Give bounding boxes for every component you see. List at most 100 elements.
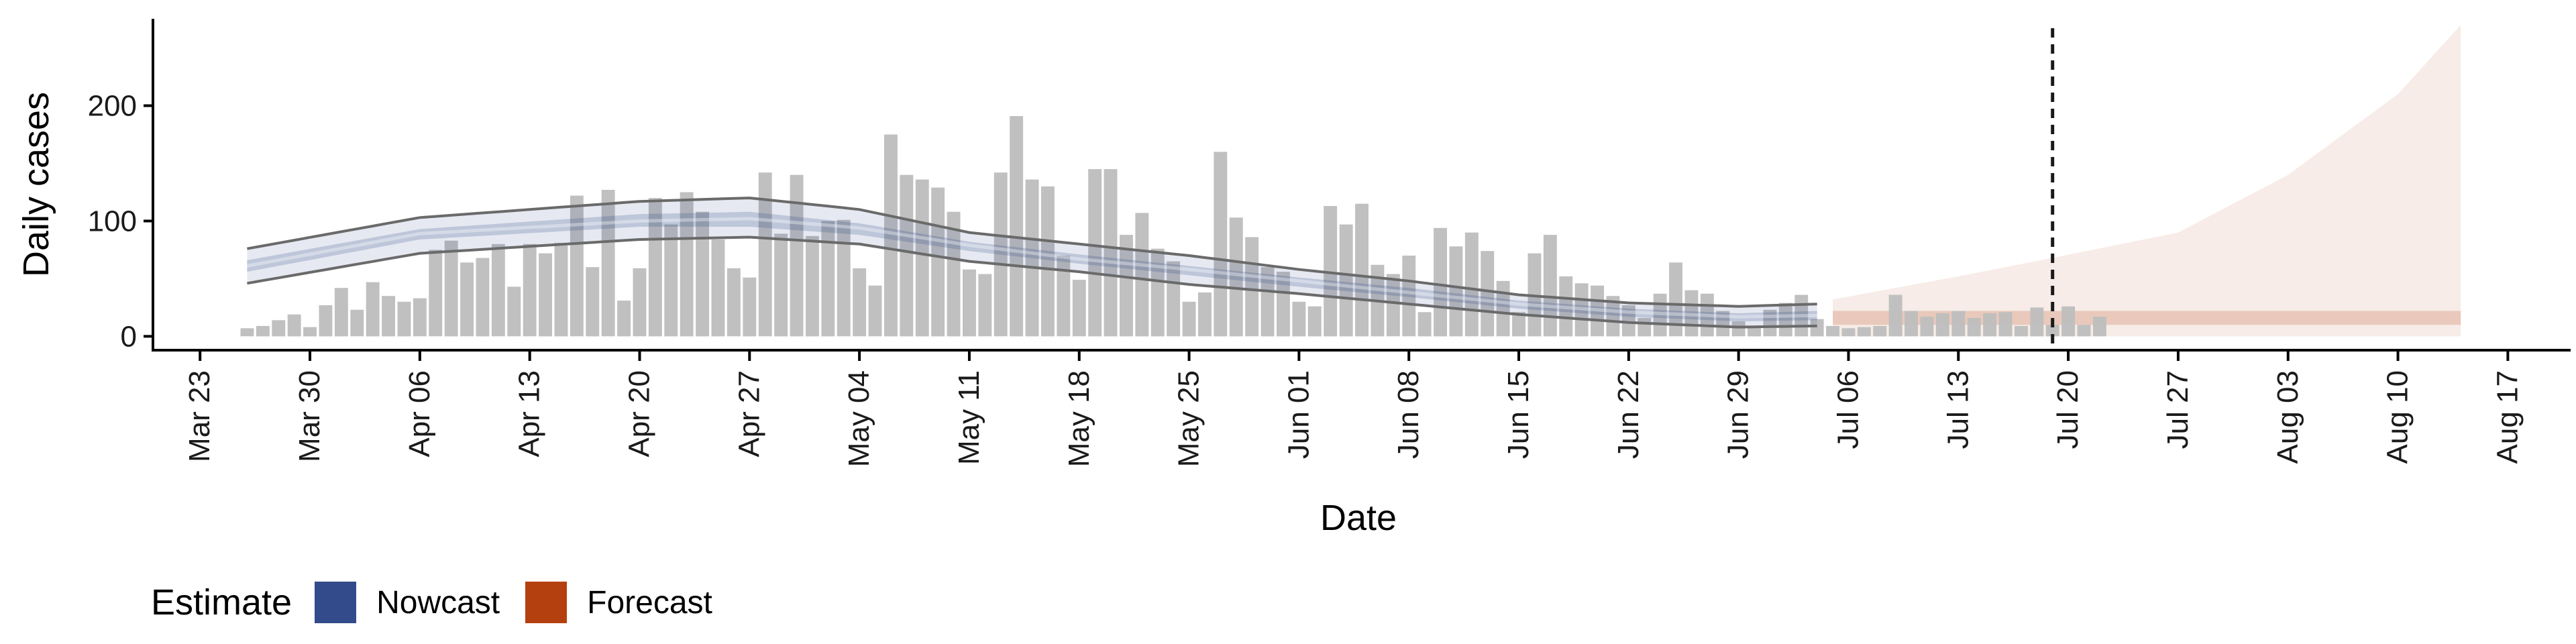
nowcast-bands <box>246 197 1817 329</box>
x-tick-label: Apr 13 <box>513 370 546 458</box>
nowcast-band-50 <box>247 211 1817 321</box>
x-axis-ticks: Mar 23 Mar 30 Apr 06 Apr 13 Apr 20 Apr 27 May … <box>183 350 2524 467</box>
case-bar <box>303 327 317 337</box>
case-bar <box>900 174 914 337</box>
case-bar <box>1731 321 1746 337</box>
case-bar <box>1292 301 1306 337</box>
legend: Estimate Nowcast Forecast <box>151 576 738 629</box>
case-bar <box>1748 325 1761 337</box>
case-bar <box>413 298 427 337</box>
case-bar <box>1402 256 1416 337</box>
x-axis-title: Date <box>1320 498 1397 538</box>
case-bar <box>287 314 301 337</box>
case-bar <box>240 328 254 337</box>
case-bar <box>947 211 961 337</box>
case-bar <box>1260 267 1275 337</box>
x-tick-label: May 04 <box>843 370 875 467</box>
nowcast-median-line <box>246 217 1817 319</box>
case-bar <box>680 192 694 337</box>
case-bar <box>1386 274 1400 337</box>
case-bar <box>319 305 333 337</box>
y-tick-label: 100 <box>88 205 137 237</box>
case-bar <box>617 301 631 337</box>
case-bar <box>1763 309 1777 337</box>
case-bar <box>1512 312 1525 337</box>
case-bar <box>1025 179 1039 337</box>
case-bar <box>821 221 835 337</box>
case-bar <box>1983 313 1997 337</box>
case-bar <box>2061 306 2076 337</box>
case-bar <box>1951 311 1966 337</box>
case-bar <box>1716 311 1730 337</box>
case-bar <box>1543 235 1557 337</box>
case-bar <box>931 187 945 337</box>
case-bar <box>1198 292 1212 337</box>
case-bar <box>272 320 286 337</box>
x-tick-label: Mar 23 <box>183 370 216 462</box>
case-bar <box>1857 327 1871 337</box>
x-tick-label: Jun 15 <box>1502 370 1535 459</box>
case-bar <box>963 269 976 337</box>
x-tick-label: Jul 20 <box>2051 370 2084 449</box>
case-bar <box>994 172 1008 337</box>
x-tick-label: Apr 06 <box>403 370 436 458</box>
case-bar <box>915 179 929 337</box>
x-tick-label: Apr 20 <box>623 370 655 458</box>
case-bar <box>382 296 395 337</box>
case-bar <box>774 233 788 337</box>
case-bar <box>1669 262 1682 337</box>
case-bar <box>853 268 867 337</box>
case-bar <box>1167 261 1181 337</box>
forecast-bands <box>1833 25 2461 337</box>
nowcast-lower-line <box>247 235 1817 329</box>
case-bar <box>1182 301 1196 337</box>
case-bar <box>1778 303 1792 337</box>
case-bar <box>554 243 568 337</box>
case-bar <box>539 253 552 337</box>
case-bar <box>350 309 364 337</box>
legend-label-forecast: Forecast <box>587 584 712 621</box>
case-bar <box>1873 325 1887 337</box>
x-tick-label: Jul 13 <box>1941 370 1974 449</box>
case-bar <box>397 301 411 337</box>
case-bar <box>1324 206 1338 337</box>
case-bar <box>1150 248 1165 337</box>
x-tick-label: Mar 30 <box>293 370 326 462</box>
case-bar <box>1998 312 2012 337</box>
case-bar <box>1449 246 1463 337</box>
case-bar <box>758 172 772 337</box>
x-tick-label: Aug 10 <box>2381 370 2414 464</box>
case-bar <box>2015 325 2028 337</box>
case-bar <box>837 219 851 337</box>
case-bar <box>743 277 757 337</box>
case-bar <box>711 239 725 337</box>
case-bar <box>1920 317 1934 337</box>
y-axis-title: Daily cases <box>16 92 56 277</box>
x-tick-label: Jun 29 <box>1722 370 1755 459</box>
x-tick-label: May 25 <box>1173 370 1205 467</box>
case-bar <box>1904 311 1918 337</box>
case-bar <box>1967 317 1981 337</box>
x-tick-label: Jul 27 <box>2161 370 2194 449</box>
x-tick-label: Jul 06 <box>1831 370 1864 449</box>
case-bar <box>1826 325 1839 337</box>
case-bar <box>523 244 537 337</box>
case-bar <box>334 288 348 337</box>
case-bar <box>1041 186 1055 337</box>
forecast-band-outer <box>1833 25 2461 337</box>
case-bar <box>1088 169 1102 337</box>
nowcast-upper-line <box>247 197 1817 308</box>
case-bar <box>256 325 270 337</box>
case-bar <box>1559 276 1573 337</box>
case-bar <box>648 198 662 337</box>
case-bar <box>2045 325 2059 337</box>
case-bar <box>1120 235 1133 337</box>
case-bar <box>1339 224 1353 337</box>
case-bar <box>884 134 898 337</box>
case-bar <box>586 267 600 337</box>
case-bar <box>429 250 443 337</box>
case-bar <box>727 268 741 337</box>
case-bar <box>696 211 709 337</box>
case-bar <box>978 274 992 337</box>
case-bar <box>1417 312 1432 337</box>
